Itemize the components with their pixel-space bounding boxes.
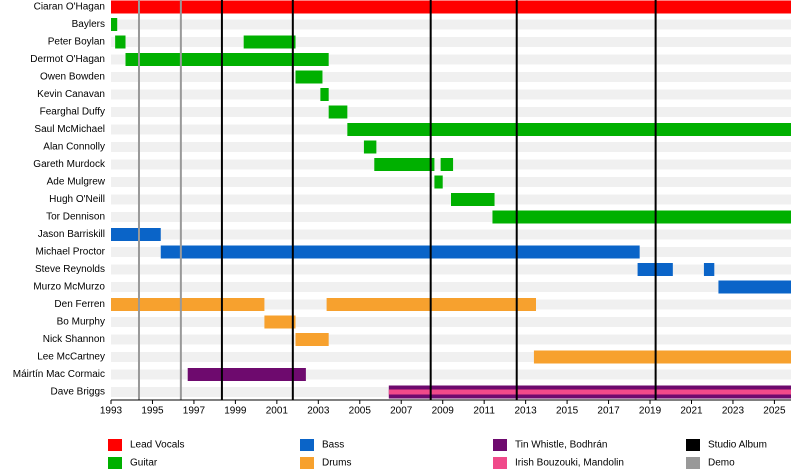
x-tick-label: 1997 xyxy=(183,406,206,417)
member-bar xyxy=(295,70,323,84)
member-label: Murzo McMurzo xyxy=(33,282,105,293)
member-label: Tor Dennison xyxy=(46,212,105,223)
legend-label: Tin Whistle, Bodhrán xyxy=(515,440,607,451)
member-bar xyxy=(115,35,126,49)
member-label: Baylers xyxy=(72,19,105,30)
member-bar xyxy=(388,389,791,395)
x-tick-label: 2021 xyxy=(680,406,703,417)
member-bar xyxy=(111,298,265,311)
legend-swatch xyxy=(300,457,314,469)
member-bar xyxy=(320,88,329,101)
member-label: Gareth Murdock xyxy=(33,159,106,170)
member-label: Michael Proctor xyxy=(36,247,106,258)
member-label: Nick Shannon xyxy=(43,334,105,345)
member-bar xyxy=(434,175,443,189)
x-tick-label: 2007 xyxy=(390,406,413,417)
x-tick-label: 2005 xyxy=(349,406,372,417)
member-bar xyxy=(111,228,161,241)
member-bar xyxy=(328,105,348,119)
member-bar xyxy=(111,18,118,31)
x-tick-label: 2013 xyxy=(515,406,538,417)
member-label: Peter Boylan xyxy=(48,37,105,48)
member-bar xyxy=(243,35,296,49)
x-tick-label: 2015 xyxy=(556,406,579,417)
member-label: Fearghal Duffy xyxy=(40,107,105,118)
member-bar xyxy=(492,210,791,224)
row-stripe xyxy=(111,334,791,345)
member-bar xyxy=(533,350,791,364)
member-label: Bo Murphy xyxy=(57,317,105,328)
member-bar xyxy=(111,0,791,14)
row-stripe xyxy=(111,177,791,187)
member-bar xyxy=(363,140,377,154)
legend-label: Studio Album xyxy=(708,440,767,451)
member-bar xyxy=(264,315,296,329)
row-stripe xyxy=(111,264,791,275)
row-stripe xyxy=(111,107,791,117)
member-label: Ciaran O'Hagan xyxy=(34,2,105,13)
row-stripe xyxy=(111,229,791,240)
legend-label: Demo xyxy=(708,458,735,469)
x-tick-label: 2009 xyxy=(432,406,455,417)
legend-label: Guitar xyxy=(130,458,158,469)
member-bar xyxy=(374,158,435,171)
member-label: Den Ferren xyxy=(54,299,105,310)
row-stripe xyxy=(111,72,791,82)
x-tick-label: 2011 xyxy=(473,406,495,417)
legend-label: Drums xyxy=(322,458,351,469)
legend-swatch xyxy=(686,457,700,469)
member-label: Hugh O'Neill xyxy=(49,194,105,205)
x-tick-label: 2023 xyxy=(722,406,745,417)
member-bar xyxy=(451,193,495,206)
member-label: Alan Connolly xyxy=(43,142,105,153)
row-stripe xyxy=(111,282,791,292)
member-label: Dermot O'Hagan xyxy=(30,54,105,65)
member-label: Máirtín Mac Cormaic xyxy=(13,369,105,380)
member-bar xyxy=(160,245,640,259)
row-stripe xyxy=(111,369,791,380)
member-bar xyxy=(718,280,791,294)
row-stripe xyxy=(111,19,791,30)
member-label: Owen Bowden xyxy=(40,72,105,83)
legend-label: Bass xyxy=(322,440,344,451)
member-bar xyxy=(703,263,715,276)
x-tick-label: 2001 xyxy=(266,406,289,417)
x-tick-label: 2025 xyxy=(763,406,786,417)
legend-swatch xyxy=(686,439,700,451)
member-label: Dave Briggs xyxy=(51,387,105,398)
x-tick-label: 1993 xyxy=(100,406,123,417)
member-label: Lee McCartney xyxy=(37,352,105,363)
member-label: Steve Reynolds xyxy=(35,264,105,275)
member-bar xyxy=(187,368,306,381)
member-label: Ade Mulgrew xyxy=(47,177,106,188)
x-tick-label: 2017 xyxy=(597,406,620,417)
row-stripe xyxy=(111,142,791,152)
member-bar xyxy=(440,158,454,171)
member-bar xyxy=(125,53,329,66)
row-stripe xyxy=(111,37,791,47)
row-stripe xyxy=(111,54,791,65)
legend-swatch xyxy=(108,439,122,451)
row-stripe xyxy=(111,352,791,362)
legend-swatch xyxy=(493,457,507,469)
row-stripe xyxy=(111,212,791,222)
legend-label: Irish Bouzouki, Mandolin xyxy=(515,458,624,469)
legend-swatch xyxy=(108,457,122,469)
row-stripe xyxy=(111,89,791,100)
member-bar xyxy=(295,333,329,346)
x-tick-label: 1999 xyxy=(224,406,247,417)
legend-swatch xyxy=(300,439,314,451)
x-tick-label: 2003 xyxy=(307,406,330,417)
legend-label: Lead Vocals xyxy=(130,440,185,451)
row-stripe xyxy=(111,317,791,327)
x-tick-label: 2019 xyxy=(639,406,662,417)
x-tick-label: 1995 xyxy=(141,406,164,417)
member-label: Saul McMichael xyxy=(34,124,105,135)
member-bar xyxy=(347,123,791,136)
member-label: Kevin Canavan xyxy=(37,89,105,100)
legend-swatch xyxy=(493,439,507,451)
member-label: Jason Barriskill xyxy=(38,229,105,240)
